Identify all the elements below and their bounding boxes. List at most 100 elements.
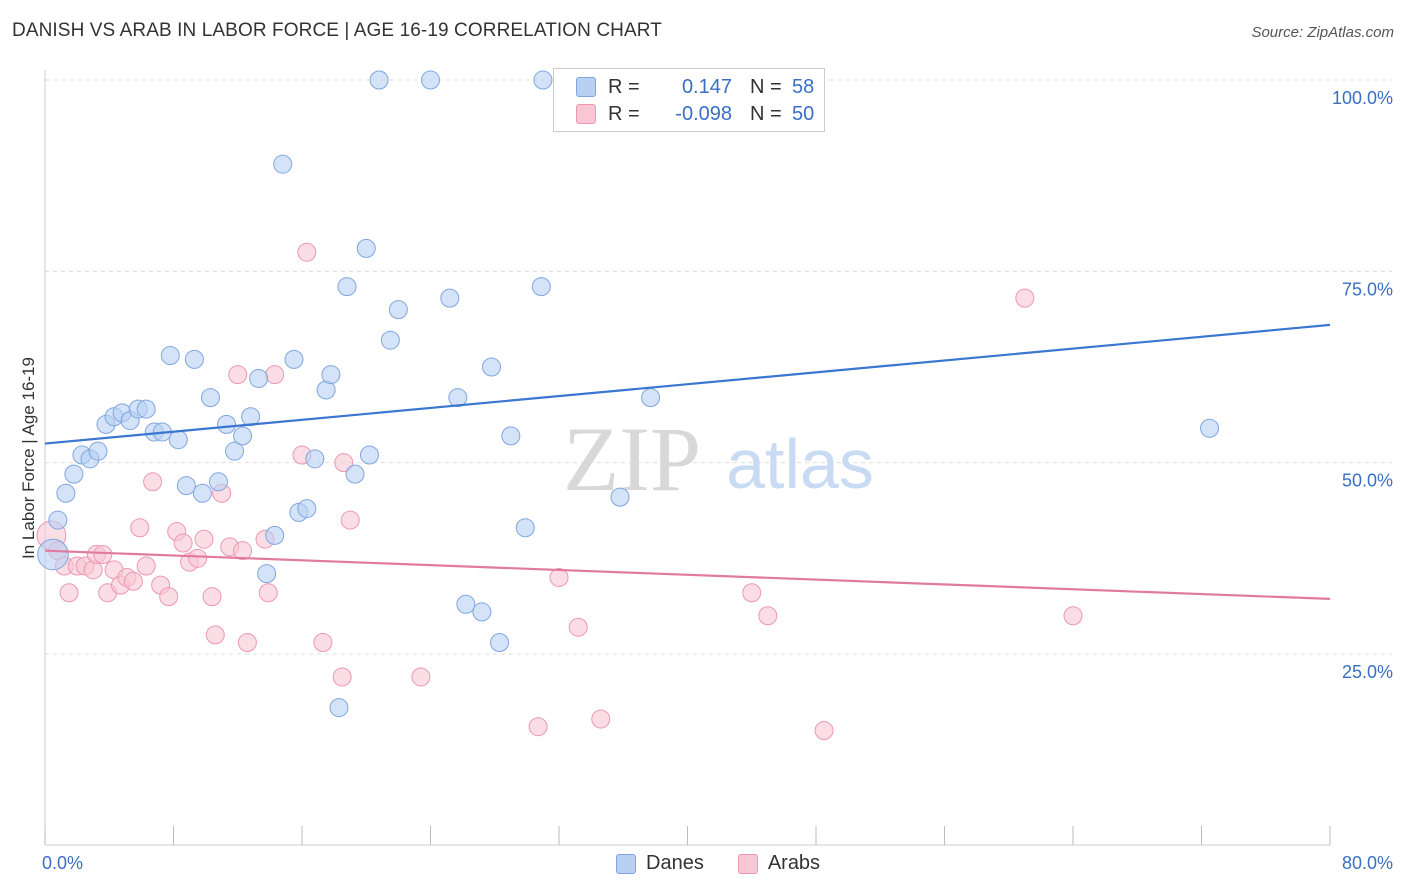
danes-point bbox=[217, 414, 237, 434]
x-tick-label-max: 80.0% bbox=[1342, 853, 1393, 873]
watermark: ZIP atlas bbox=[563, 408, 874, 510]
data-points bbox=[36, 70, 1220, 741]
arabs-r-value: -0.098 bbox=[675, 102, 732, 125]
danes-point bbox=[64, 464, 84, 484]
y-tick-label: 50.0% bbox=[1342, 471, 1393, 491]
danes-point bbox=[48, 510, 68, 530]
arabs-point bbox=[334, 453, 354, 473]
danes-point bbox=[273, 154, 293, 174]
danes-point bbox=[388, 300, 408, 320]
arabs-point bbox=[1015, 288, 1035, 308]
danes-point bbox=[208, 472, 228, 492]
danes-point bbox=[329, 698, 349, 718]
arabs-point bbox=[528, 717, 548, 737]
arabs-point bbox=[411, 667, 431, 687]
arabs-point bbox=[83, 560, 103, 580]
danes-point bbox=[641, 388, 661, 408]
danes-swatch bbox=[576, 77, 596, 97]
danes-point bbox=[233, 426, 253, 446]
danes-trend-line bbox=[44, 323, 1331, 445]
danes-point bbox=[136, 399, 156, 419]
arabs-point bbox=[758, 606, 778, 626]
danes-point bbox=[284, 349, 304, 369]
danes-point bbox=[440, 288, 460, 308]
y-tick-label: 25.0% bbox=[1342, 662, 1393, 682]
arabs-point bbox=[93, 545, 113, 565]
n-label: N = bbox=[750, 102, 782, 125]
watermark-atlas: atlas bbox=[726, 425, 874, 503]
danes-point bbox=[168, 430, 188, 450]
arabs-point bbox=[194, 529, 214, 549]
danes-point bbox=[176, 476, 196, 496]
arabs-point bbox=[123, 571, 143, 591]
arabs-point bbox=[228, 365, 248, 385]
danes-point bbox=[421, 70, 440, 90]
danes-r-value: 0.147 bbox=[681, 75, 732, 98]
danes-point bbox=[345, 464, 365, 484]
danes-n-value: 58 bbox=[792, 75, 815, 98]
y-tick-label: 75.0% bbox=[1342, 279, 1393, 299]
arabs-point bbox=[332, 667, 352, 687]
danes-point bbox=[448, 388, 468, 408]
danes-point bbox=[515, 518, 535, 538]
axes bbox=[44, 70, 1331, 846]
danes-point bbox=[356, 238, 376, 258]
danes-point bbox=[1200, 418, 1220, 438]
danes-point bbox=[380, 330, 400, 350]
arabs-point bbox=[202, 587, 222, 607]
danes-point bbox=[192, 483, 212, 503]
series-legend: Danes Arabs bbox=[616, 852, 854, 875]
arabs-point bbox=[258, 583, 278, 603]
stats-legend: R = 0.147 N = 58 R = -0.098 N = 50 bbox=[553, 68, 825, 132]
arabs-point bbox=[814, 721, 834, 741]
arabs-point bbox=[1063, 606, 1083, 626]
legend-row-danes: R = 0.147 N = 58 bbox=[576, 74, 814, 100]
danes-point bbox=[482, 357, 502, 377]
danes-point bbox=[160, 346, 180, 366]
arabs-swatch bbox=[576, 104, 596, 124]
grid-lines bbox=[45, 79, 1392, 655]
danes-point bbox=[533, 70, 553, 90]
arabs-point bbox=[205, 625, 225, 645]
arabs-point bbox=[237, 633, 257, 653]
danes-point bbox=[225, 441, 245, 461]
danes-point bbox=[297, 499, 317, 519]
arabs-trend-line bbox=[44, 549, 1331, 600]
danes-point bbox=[610, 487, 630, 507]
danes-point bbox=[37, 538, 69, 571]
danes-point bbox=[88, 441, 108, 461]
arabs-point bbox=[265, 365, 285, 385]
arabs-point bbox=[173, 533, 193, 553]
arabs-legend-label: Arabs bbox=[767, 852, 821, 874]
arabs-point bbox=[340, 510, 360, 530]
arabs-point bbox=[591, 709, 611, 729]
watermark-zip: ZIP bbox=[563, 408, 701, 510]
danes-point bbox=[369, 70, 389, 90]
danes-point bbox=[265, 525, 285, 545]
source-label: Source: ZipAtlas.com bbox=[1251, 24, 1394, 41]
arabs-point bbox=[159, 587, 179, 607]
arabs-point bbox=[136, 556, 156, 576]
danes-point bbox=[200, 388, 220, 408]
n-label: N = bbox=[750, 75, 782, 98]
danes-legend-label: Danes bbox=[646, 852, 704, 874]
danes-point bbox=[337, 277, 357, 297]
x-tick-label-min: 0.0% bbox=[42, 853, 83, 873]
arabs-point bbox=[568, 617, 588, 637]
legend-item-danes: Danes bbox=[616, 852, 704, 875]
arabs-point bbox=[313, 633, 333, 653]
tick-labels: 25.0% 50.0% 75.0% 100.0% 0.0% 80.0% bbox=[42, 88, 1393, 873]
arabs-point bbox=[143, 472, 163, 492]
danes-point bbox=[184, 349, 204, 369]
danes-point bbox=[56, 483, 76, 503]
danes-point bbox=[472, 602, 492, 622]
arabs-point bbox=[59, 583, 79, 603]
danes-point bbox=[321, 365, 341, 385]
danes-point bbox=[501, 426, 521, 446]
r-label: R = bbox=[608, 102, 640, 125]
r-label: R = bbox=[608, 75, 640, 98]
danes-legend-swatch bbox=[616, 853, 636, 874]
y-axis-label: In Labor Force | Age 16-19 bbox=[19, 357, 38, 559]
y-tick-label: 100.0% bbox=[1332, 88, 1393, 108]
danes-point bbox=[490, 633, 510, 653]
